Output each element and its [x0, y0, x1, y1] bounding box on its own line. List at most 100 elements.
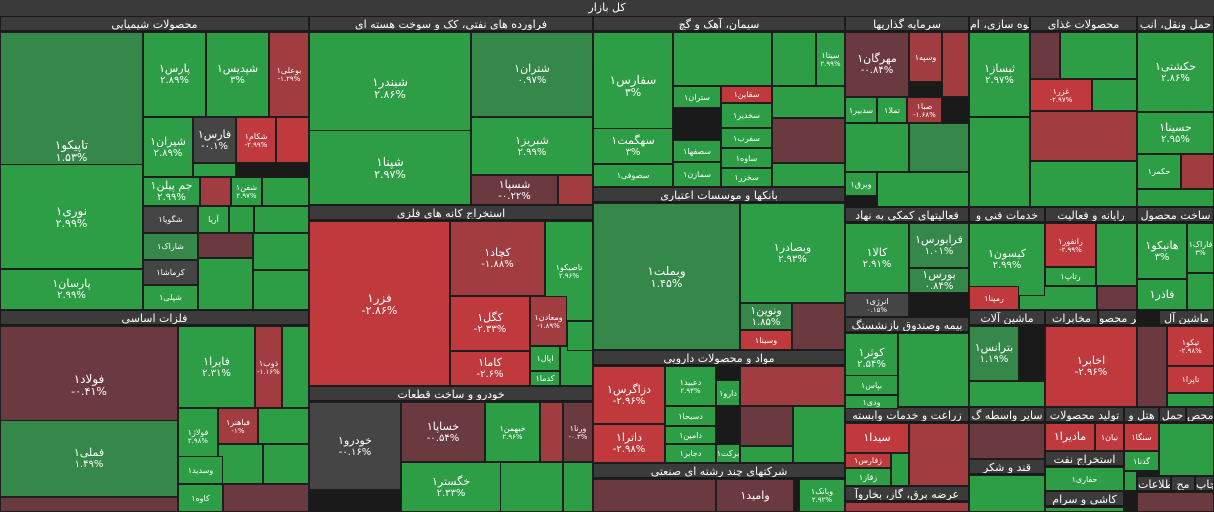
tile-49[interactable]: سصفها۱: [673, 140, 721, 162]
tile-53[interactable]: سخزر۱: [721, 168, 772, 187]
sector-header-s22[interactable]: ماشین آل: [1159, 310, 1214, 325]
tile-67[interactable]: وامید۱: [716, 479, 794, 512]
tile-37[interactable]: خودرو۱ -۰.۱۶%: [309, 402, 401, 490]
sector-header-s35[interactable]: اطلاعات: [1137, 476, 1171, 491]
tile-24[interactable]: شبندر۱ ۲.۸۶%: [309, 32, 471, 143]
filler-tile[interactable]: [1030, 161, 1137, 207]
filler-tile[interactable]: [793, 406, 845, 463]
filler-tile[interactable]: [563, 462, 593, 512]
filler-tile[interactable]: [276, 117, 309, 163]
sector-header-s3[interactable]: فراورده های نفتی، کک و سوخت هسته ای: [309, 16, 593, 31]
tile-38[interactable]: خساپا۱ -۰.۵۴%: [401, 402, 485, 462]
filler-tile[interactable]: [567, 321, 593, 351]
filler-tile[interactable]: [229, 206, 254, 233]
filler-tile[interactable]: [845, 123, 909, 172]
tile-5[interactable]: شیران۱ ۲.۸۹%: [143, 117, 193, 177]
tile-6[interactable]: فارس۱ -۰.۱%: [193, 117, 236, 163]
tile-93[interactable]: ودی۱: [845, 395, 898, 409]
tile-50[interactable]: ساوه۱: [721, 148, 772, 168]
filler-tile[interactable]: [877, 172, 969, 207]
sector-header-s26[interactable]: هتل و: [1124, 407, 1159, 422]
sector-header-s12[interactable]: محصولات غذای: [1030, 16, 1137, 31]
filler-tile[interactable]: [740, 366, 845, 406]
tile-86[interactable]: رتاپ۱: [1045, 267, 1096, 286]
tile-17[interactable]: فایرا۱ ۲.۳۱%: [178, 326, 255, 408]
tile-57[interactable]: ونوین۱ ۱.۸۵%: [740, 303, 792, 330]
filler-tile[interactable]: [772, 86, 845, 118]
tile-51[interactable]: سصوفی۱: [593, 164, 673, 187]
tile-4[interactable]: نوری۱ ۲.۹۹%: [0, 164, 143, 269]
tile-80[interactable]: کالا۱ ۲.۹۱%: [845, 223, 909, 293]
filler-tile[interactable]: [845, 502, 969, 512]
tile-12[interactable]: آریا: [198, 206, 229, 233]
tile-105[interactable]: حفاری۱: [1045, 467, 1124, 491]
tile-52[interactable]: سمازن۱: [673, 162, 721, 187]
tile-69[interactable]: مهرگان۱ -۰.۸۴%: [845, 32, 909, 97]
tile-88[interactable]: هانیکو۱ ۳%: [1137, 223, 1187, 279]
sector-header-s28[interactable]: محص: [1186, 407, 1214, 422]
tile-75[interactable]: ثبساز۱ ۲.۹۷%: [969, 32, 1030, 117]
filler-tile[interactable]: [1096, 223, 1137, 286]
tile-73[interactable]: صبا۱ -۱.۶۸%: [907, 97, 942, 123]
tile-47[interactable]: سفرب۱: [721, 128, 772, 148]
filler-tile[interactable]: [193, 163, 236, 177]
filler-tile[interactable]: [218, 444, 263, 484]
tile-10[interactable]: پارسان۱ ۲.۹۹%: [0, 269, 143, 310]
sector-header-s9[interactable]: شرکتهای چند رشته ای صنعتی: [593, 463, 845, 478]
tile-62[interactable]: دسبحا۱: [665, 406, 716, 426]
sector-header-s11[interactable]: انبوه سازی، ام: [969, 16, 1030, 31]
filler-tile[interactable]: [909, 423, 969, 486]
filler-tile[interactable]: [262, 177, 309, 206]
tile-13[interactable]: شاراک۱: [143, 233, 198, 260]
filler-tile[interactable]: [772, 32, 816, 86]
filler-tile[interactable]: [558, 175, 593, 205]
tile-61[interactable]: دارو۱: [716, 380, 740, 406]
tile-32[interactable]: کگل۱ -۲.۳۳%: [450, 296, 530, 351]
sector-header-s15[interactable]: خدمات فنی و: [969, 207, 1045, 222]
filler-tile[interactable]: [969, 117, 1030, 207]
tile-54[interactable]: سیتا۱ ۲.۹۹%: [816, 32, 845, 86]
tile-72[interactable]: تملا۱: [877, 97, 907, 123]
tile-65[interactable]: دجابر۱: [665, 444, 716, 463]
tile-26[interactable]: شپنا۱ ۲.۹۷%: [309, 130, 471, 205]
filler-tile[interactable]: [200, 177, 231, 206]
filler-tile[interactable]: [1137, 326, 1167, 407]
sector-header-s31[interactable]: عرضه برق، گاز، بخاروآ: [845, 486, 969, 501]
sector-header-s20[interactable]: مخابرات: [1045, 310, 1098, 325]
filler-tile[interactable]: [740, 406, 793, 446]
filler-tile[interactable]: [198, 233, 253, 258]
tile-3[interactable]: بوعلی۱ -۱.۲۹%: [269, 32, 309, 117]
tile-2[interactable]: شپدیس۱ ۳%: [206, 32, 269, 117]
tile-94[interactable]: بترانس۱ ۱.۱۹%: [969, 326, 1019, 381]
tile-14[interactable]: کرماشا۱: [143, 260, 198, 285]
tile-68[interactable]: وبانک۱ ۲.۹۲%: [799, 479, 845, 512]
tile-20[interactable]: فباهنر۱ -۱%: [218, 408, 258, 444]
filler-tile[interactable]: [1137, 189, 1214, 207]
tile-41[interactable]: خگستر۱ ۲.۳۳%: [401, 462, 501, 512]
sector-header-s25[interactable]: تولید محصولات: [1045, 407, 1124, 422]
tile-99[interactable]: زفارس۱: [845, 453, 891, 468]
sector-header-s29[interactable]: استخراج نفت: [1045, 451, 1124, 466]
filler-tile[interactable]: [1045, 507, 1124, 512]
tile-60[interactable]: دعبید۱ ۲.۹۴%: [665, 366, 716, 406]
filler-tile[interactable]: [253, 233, 309, 270]
tile-85[interactable]: رانفور۱ -۲.۹۹%: [1045, 223, 1096, 267]
tile-59[interactable]: دزاگرس۱ -۲.۹۶%: [593, 366, 665, 424]
tile-70[interactable]: وسپه۱: [909, 32, 942, 82]
sector-header-s10[interactable]: سرمایه گذاریها: [845, 16, 969, 31]
tile-64[interactable]: دامین۱: [665, 426, 716, 444]
tile-100[interactable]: زقاز۱: [845, 468, 891, 486]
filler-tile[interactable]: [1060, 32, 1137, 79]
sector-header-s17[interactable]: ساخت محصول: [1137, 207, 1214, 222]
tile-25[interactable]: شتران۱ ۰.۹۷%: [471, 32, 593, 117]
filler-tile[interactable]: [942, 32, 969, 97]
tile-9[interactable]: شفن۱ ۲.۹۷%: [231, 177, 262, 206]
sector-header-s1[interactable]: محصولات شیمیایی: [0, 16, 309, 31]
tile-95[interactable]: اخابر۱ -۲.۹۶%: [1045, 326, 1137, 407]
tile-102[interactable]: نیان۱: [1095, 423, 1124, 451]
tile-46[interactable]: سخدیر۱: [721, 103, 772, 128]
tile-76[interactable]: غزر۱ -۲.۹۷%: [1030, 79, 1092, 111]
filler-tile[interactable]: [969, 423, 1045, 459]
tile-78[interactable]: حسینا۱ ۲.۹۵%: [1137, 112, 1214, 154]
filler-tile[interactable]: [1159, 423, 1214, 476]
